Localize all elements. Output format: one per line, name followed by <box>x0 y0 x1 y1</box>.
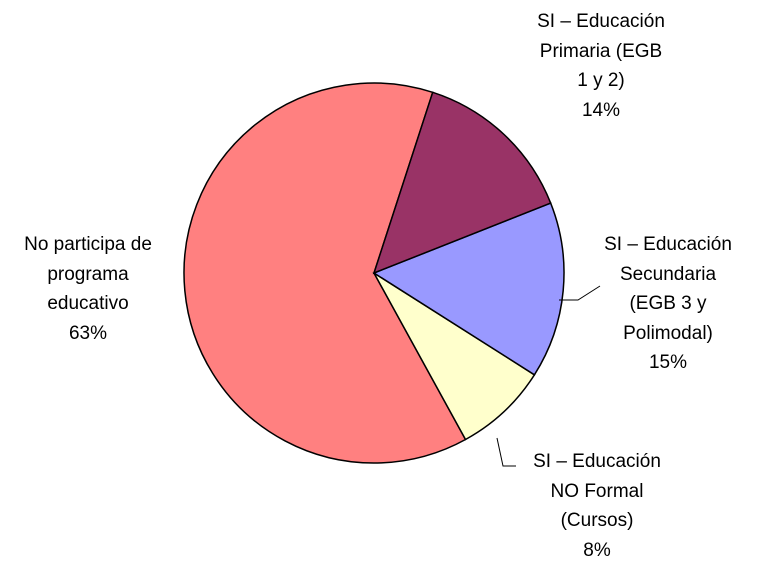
slice-value: 8% <box>583 539 611 561</box>
slice-label: SI – Educación Secundaria (EGB 3 y Polim… <box>568 230 760 378</box>
pie-slice <box>373 272 536 441</box>
slice-category: SI – Educación NO Formal (Cursos) <box>533 451 661 531</box>
pie-slice <box>183 82 467 464</box>
leader-line <box>496 437 516 467</box>
slice-value: 63% <box>68 322 108 344</box>
leader-line <box>559 285 601 301</box>
slice-label: SI – Educación Primaria (EGB 1 y 2) 14% <box>501 7 701 125</box>
slice-label: SI – Educación NO Formal (Cursos) 8% <box>497 447 697 565</box>
pie-slice <box>372 202 565 376</box>
slice-value: 14% <box>581 99 621 121</box>
slice-category: SI – Educación Secundaria (EGB 3 y Polim… <box>604 234 732 344</box>
slice-value: 15% <box>648 352 688 373</box>
slice-label: No participa de programa educativo 63% <box>0 230 188 348</box>
slice-category: No participa de programa educativo <box>24 234 152 314</box>
pie-slice <box>372 91 552 275</box>
slice-category: SI – Educación Primaria (EGB 1 y 2) <box>537 11 665 91</box>
